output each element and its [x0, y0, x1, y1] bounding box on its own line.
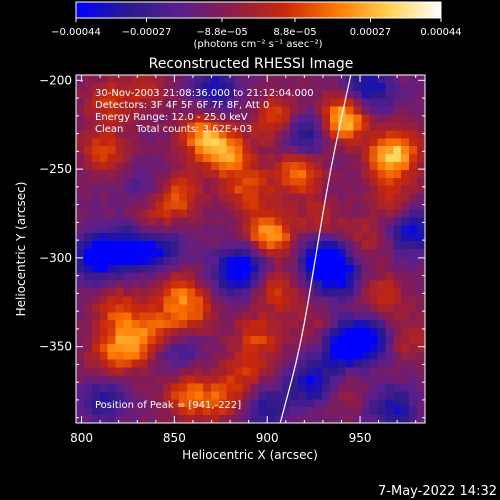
y-tick-label-2: −300 — [39, 251, 72, 265]
plot-frame — [75, 74, 426, 424]
colorbar-tick-label-3: 8.8e−05 — [273, 27, 316, 38]
colorbar-unit-label: (photons cm⁻² s⁻¹ asec⁻²) — [193, 39, 322, 50]
x-tick-label-0: 800 — [70, 431, 93, 445]
y-tick-label-3: −350 — [39, 340, 72, 354]
chart-title: Reconstructed RHESSI Image — [149, 56, 354, 72]
colorbar-tick-label-2: −8.8e−05 — [196, 27, 248, 38]
x-tick-label-3: 950 — [349, 431, 372, 445]
x-tick-label-2: 900 — [256, 431, 279, 445]
peak-position-label: Position of Peak = [941,-222] — [95, 400, 241, 411]
colorbar — [75, 1, 442, 19]
colorbar-tick-label-1: −0.00027 — [122, 27, 172, 38]
colorbar-tick-label-5: 0.00044 — [420, 27, 461, 38]
annotation-detectors: Detectors: 3F 4F 5F 6F 7F 8F, Att 0 — [95, 100, 269, 111]
annotation-energy-range: Energy Range: 12.0 - 25.0 keV — [95, 112, 248, 123]
colorbar-tick-label-4: 0.00027 — [350, 27, 391, 38]
y-tick-label-1: −250 — [39, 162, 72, 176]
solar-limb-curve — [279, 75, 352, 423]
y-tick-label-0: −200 — [39, 73, 72, 87]
annotation-time-range: 30-Nov-2003 21:08:36.000 to 21:12:04.000 — [95, 88, 314, 99]
footer-timestamp: 7-May-2022 14:32 — [378, 484, 497, 499]
annotation-clean-counts: Clean Total counts: 3.62E+03 — [95, 124, 252, 135]
heatmap-image — [76, 75, 425, 423]
x-axis-label: Heliocentric X (arcsec) — [182, 448, 318, 462]
axis-ticks: 800 850 900 950 −200 −250 −300 −350 — [39, 73, 425, 445]
colorbar-tick-label-0: −0.00044 — [51, 27, 101, 38]
y-axis-label: Heliocentric Y (arcsec) — [14, 182, 28, 317]
colorbar-ticks: −0.00044 −0.00027 −8.8e−05 8.8e−05 0.00027 0.… — [51, 18, 462, 38]
annotation-block: 30-Nov-2003 21:08:36.000 to 21:12:04.000… — [95, 88, 314, 135]
x-tick-label-1: 850 — [163, 431, 186, 445]
